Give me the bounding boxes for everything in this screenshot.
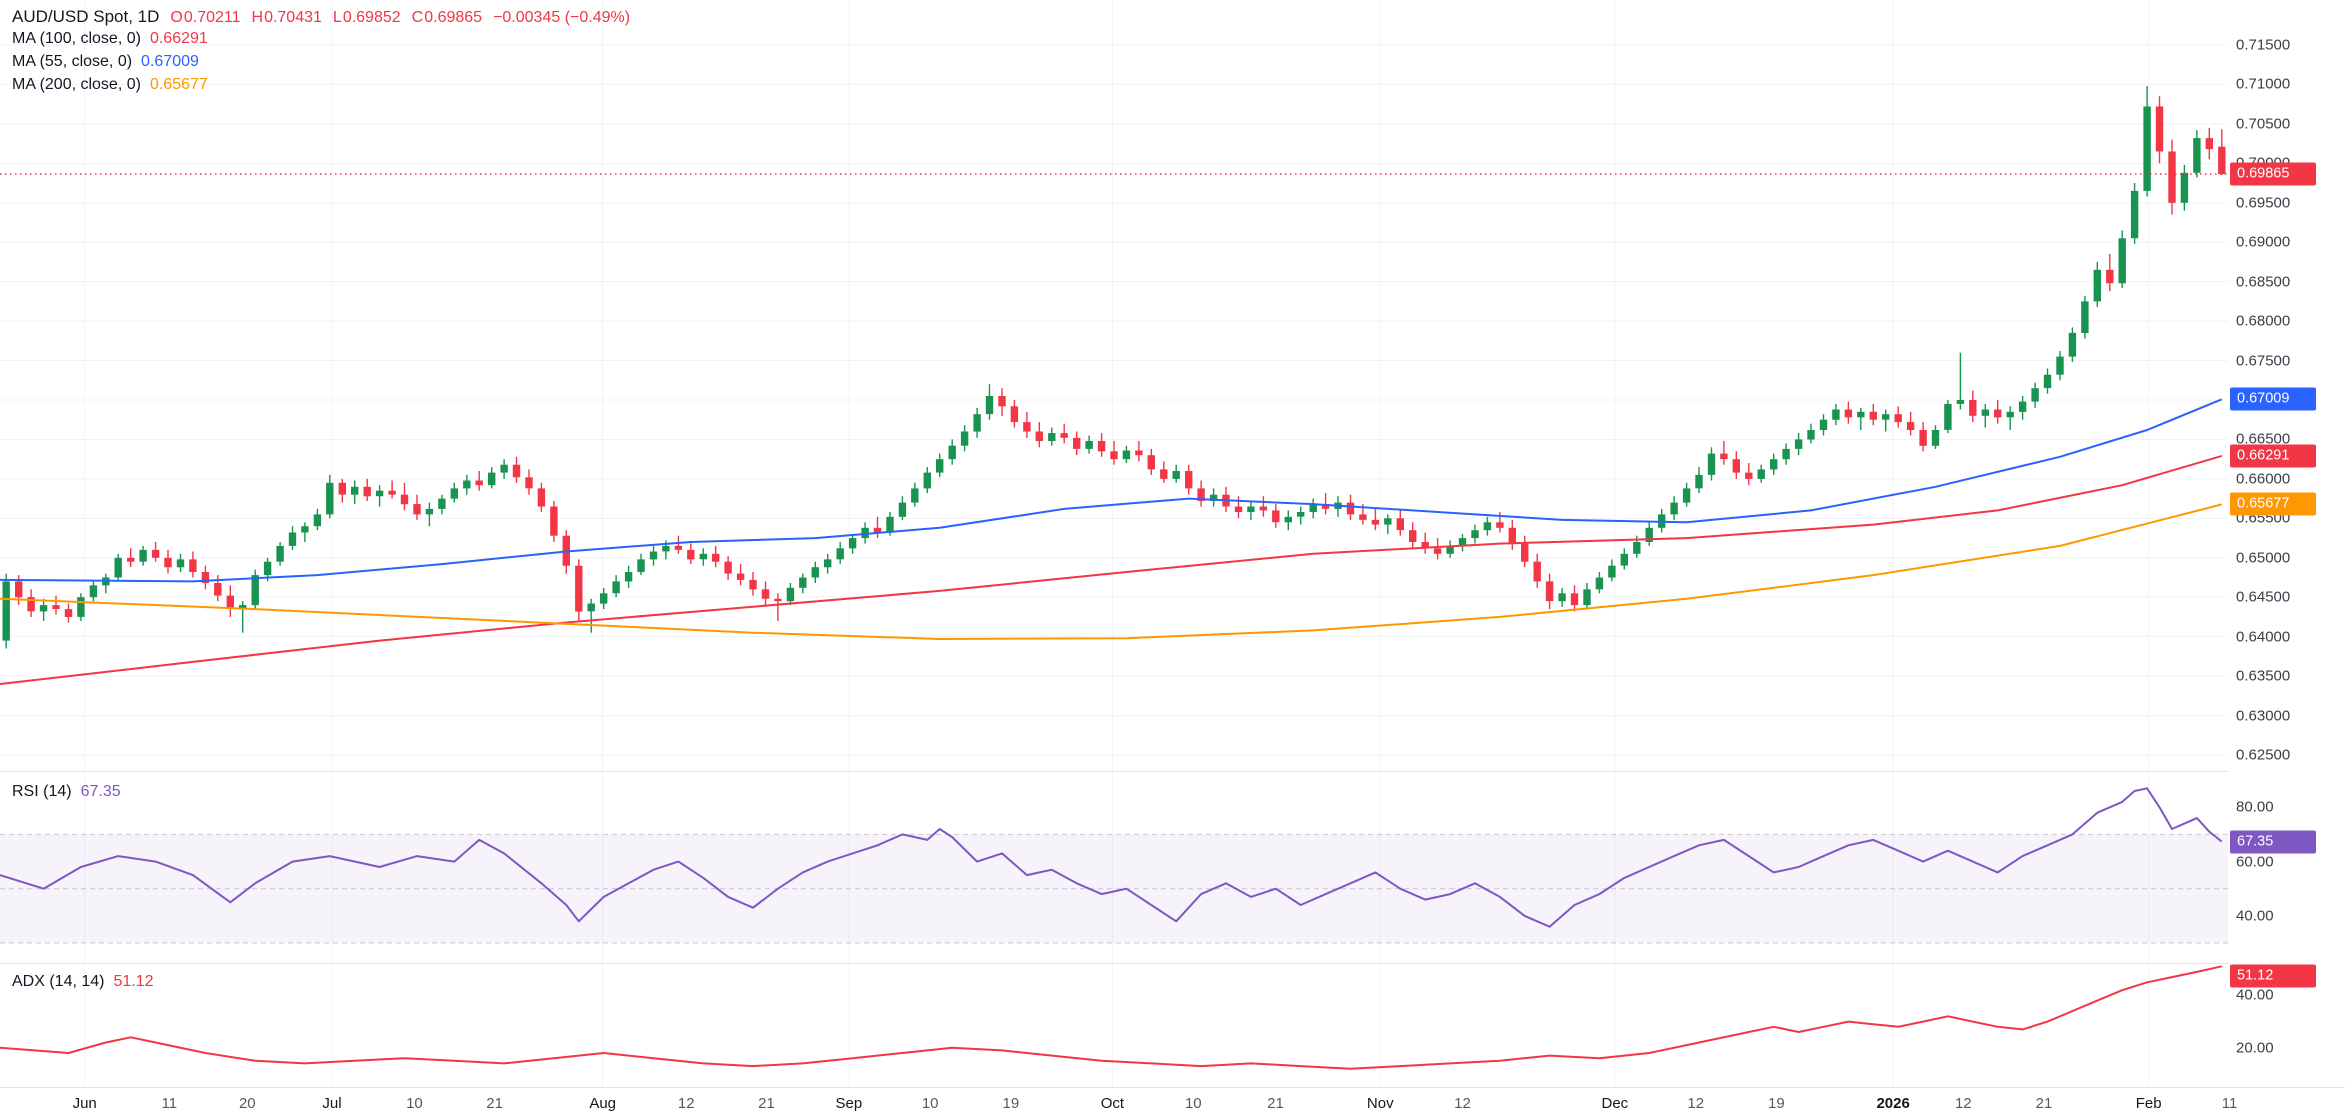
time-label-12: 12 [1954,1095,1972,1112]
price-tick: 0.69000 [2236,233,2291,251]
rsi-value: 67.35 [80,783,121,800]
time-label-feb: Feb [2135,1095,2162,1112]
adx-legend: ADX (14, 14) 51.12 [12,973,154,996]
rsi-tick: 60.00 [2236,853,2274,871]
open-label: O [170,9,183,26]
price-tick: 0.63500 [2236,667,2291,685]
time-label-sep: Sep [835,1095,863,1112]
time-axis[interactable]: Jun 11 20 Jul 10 21 Aug 12 21 Sep 10 19 Oct 10 21 Nov 12… [0,1087,2345,1120]
ma100-label: MA (100, close, 0) [12,30,141,47]
high-value: 0.70431 [264,9,322,26]
symbol-legend: AUD/USD Spot, 1D O0.70211 H0.70431 L0.69… [12,7,630,99]
price-axis[interactable]: 0.715000.710000.705000.700000.695000.690… [2228,0,2345,1120]
time-label-aug: Aug [589,1095,617,1112]
rsi-tick: 80.00 [2236,798,2274,816]
time-label-12: 12 [677,1095,695,1112]
adx-tick: 40.00 [2236,986,2274,1004]
adx-legend-row[interactable]: ADX (14, 14) 51.12 [12,973,154,996]
time-label-19: 19 [1002,1095,1020,1112]
ma55-legend-row[interactable]: MA (55, close, 0) 0.67009 [12,53,630,76]
last-price-badge: 0.69865 [2230,162,2316,186]
high-label: H [251,9,264,26]
rsi-badge: 67.35 [2230,830,2316,854]
price-tick: 0.69500 [2236,194,2291,212]
time-label-11: 11 [2221,1095,2238,1112]
ma-badge-ma55: 0.67009 [2230,387,2316,411]
price-tick: 0.68000 [2236,312,2291,330]
time-label-12: 12 [1454,1095,1471,1112]
time-label-19: 19 [1768,1095,1785,1112]
close-label: C [411,9,424,26]
symbol-legend-row[interactable]: AUD/USD Spot, 1D O0.70211 H0.70431 L0.69… [12,7,630,30]
time-label-dec: Dec [1601,1095,1629,1112]
adx-badge: 51.12 [2230,964,2316,988]
price-tick: 0.64000 [2236,628,2291,646]
time-label-jun: Jun [72,1095,97,1112]
price-tick: 0.63000 [2236,707,2291,725]
low-label: L [332,9,342,26]
ma-badge-ma200: 0.65677 [2230,492,2316,516]
rsi-legend: RSI (14) 67.35 [12,783,121,806]
price-tick: 0.71000 [2236,75,2291,93]
time-label-21: 21 [486,1095,503,1112]
time-label-nov: Nov [1366,1095,1394,1112]
ohlc-open: O0.70211 [170,9,240,27]
ma100-legend-row[interactable]: MA (100, close, 0) 0.66291 [12,30,630,53]
ma-badge-ma100: 0.66291 [2230,444,2316,468]
adx-label: ADX (14, 14) [12,973,105,990]
ohlc-close: C0.69865 [412,9,482,27]
time-label-jul: Jul [322,1095,342,1112]
ma200-label: MA (200, close, 0) [12,76,141,93]
time-label-21: 21 [1267,1095,1284,1112]
ma55-value: 0.67009 [141,53,199,70]
ohlc-low: L0.69852 [333,9,401,27]
symbol-title: AUD/USD Spot, 1D [12,7,160,26]
time-label-2026: 2026 [1876,1095,1910,1112]
time-label-10: 10 [921,1095,939,1112]
ma55-label: MA (55, close, 0) [12,53,133,70]
price-tick: 0.65000 [2236,549,2291,567]
open-value: 0.70211 [183,9,241,26]
price-tick: 0.64500 [2236,588,2291,606]
time-label-21: 21 [758,1095,775,1112]
ma100-value: 0.66291 [149,30,208,47]
price-tick: 0.62500 [2236,746,2291,764]
ma200-legend-row[interactable]: MA (200, close, 0) 0.65677 [12,76,630,99]
ma200-value: 0.65677 [149,76,208,93]
time-label-12: 12 [1687,1095,1705,1112]
time-label-20: 20 [238,1095,256,1112]
adx-tick: 20.00 [2236,1039,2274,1057]
price-tick: 0.66000 [2236,470,2291,488]
close-value: 0.69865 [424,9,483,26]
low-value: 0.69852 [342,9,401,26]
adx-value: 51.12 [113,973,154,990]
rsi-tick: 40.00 [2236,907,2274,925]
time-label-10: 10 [1184,1095,1202,1112]
price-tick: 0.70500 [2236,115,2291,133]
time-label-oct: Oct [1100,1095,1125,1112]
price-tick: 0.66500 [2236,430,2291,448]
rsi-label: RSI (14) [12,783,72,800]
price-tick: 0.68500 [2236,273,2291,291]
ohlc-high: H0.70431 [252,9,322,27]
price-tick: 0.71500 [2236,36,2291,54]
time-label-10: 10 [406,1095,423,1112]
time-label-11: 11 [161,1095,178,1112]
change-value: −0.00345 (−0.49%) [493,9,631,26]
price-tick: 0.67500 [2236,352,2291,370]
rsi-legend-row[interactable]: RSI (14) 67.35 [12,783,121,806]
time-label-21: 21 [2035,1095,2053,1112]
